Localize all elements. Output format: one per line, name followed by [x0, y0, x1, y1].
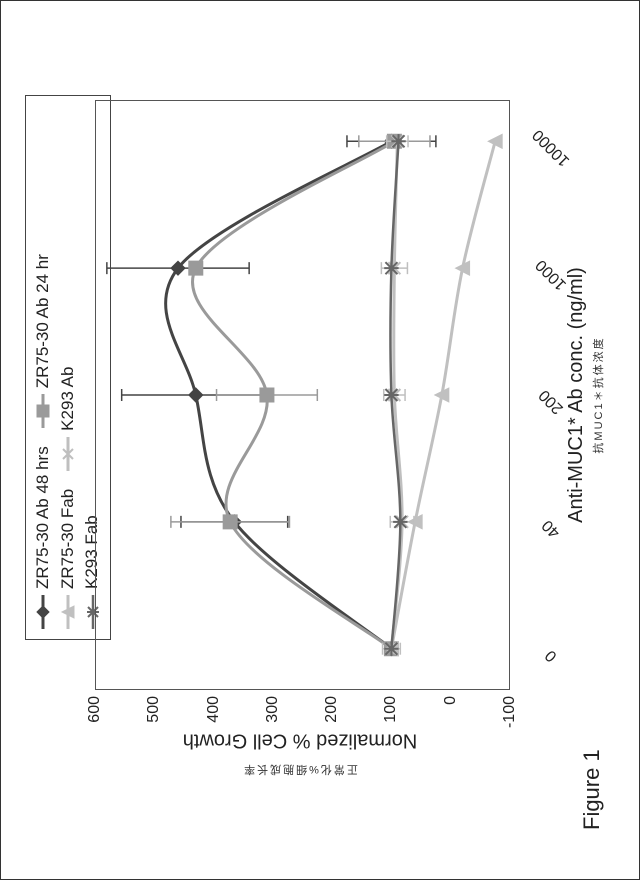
legend-label: ZR75-30 Ab 48 hrs [31, 446, 56, 589]
legend-swatch-icon [35, 394, 51, 428]
y-tick-label: 0 [442, 696, 460, 705]
y-tick-label: -100 [501, 696, 519, 728]
legend-label: ZR75-30 Ab 24 hr [31, 254, 56, 388]
y-tick-label: 300 [264, 696, 282, 723]
legend-label: K293 Ab [56, 367, 81, 431]
legend-swatch-icon [60, 595, 76, 629]
x-tick-label: 40 [539, 516, 564, 541]
y-tick-label: 600 [86, 696, 104, 723]
plot-border [95, 100, 510, 690]
legend-label: ZR75-30 Fab [56, 489, 81, 589]
x-tick-label: 200 [536, 386, 568, 418]
x-axis-label: Anti-MUC1* Ab conc. (ng/ml) [565, 267, 588, 523]
y-axis-label: Normalized % Cell Growth [183, 729, 418, 752]
page-frame: Figure 1 Normalized % Cell Growth 正常化%细胞… [0, 0, 640, 880]
legend-item: ZR75-30 Ab 24 hr [31, 254, 56, 428]
legend-row: ZR75-30 Fab K293 Ab [56, 106, 81, 629]
y-tick-label: 200 [323, 696, 341, 723]
x-axis-label-chinese: 抗MUC1＊抗体浓度 [590, 336, 606, 453]
legend-item: ZR75-30 Ab 48 hrs [31, 446, 56, 629]
legend-item: K293 Ab [56, 367, 81, 471]
legend-item: ZR75-30 Fab [56, 489, 81, 629]
x-tick-label: 10000 [530, 126, 574, 170]
y-tick-label: 500 [145, 696, 163, 723]
y-axis-label-chinese: 正常化%细胞成长率 [242, 762, 358, 778]
legend-row: ZR75-30 Ab 48 hrs ZR75-30 Ab 24 hr [31, 106, 56, 629]
figure-label: Figure 1 [579, 749, 605, 830]
x-tick-label: 0 [542, 646, 561, 665]
y-tick-label: 100 [382, 696, 400, 723]
landscape-canvas: Figure 1 Normalized % Cell Growth 正常化%细胞… [20, 30, 620, 850]
legend-swatch-icon [60, 437, 76, 471]
plot-area [95, 100, 510, 690]
y-tick-label: 400 [205, 696, 223, 723]
legend-swatch-icon [35, 595, 51, 629]
